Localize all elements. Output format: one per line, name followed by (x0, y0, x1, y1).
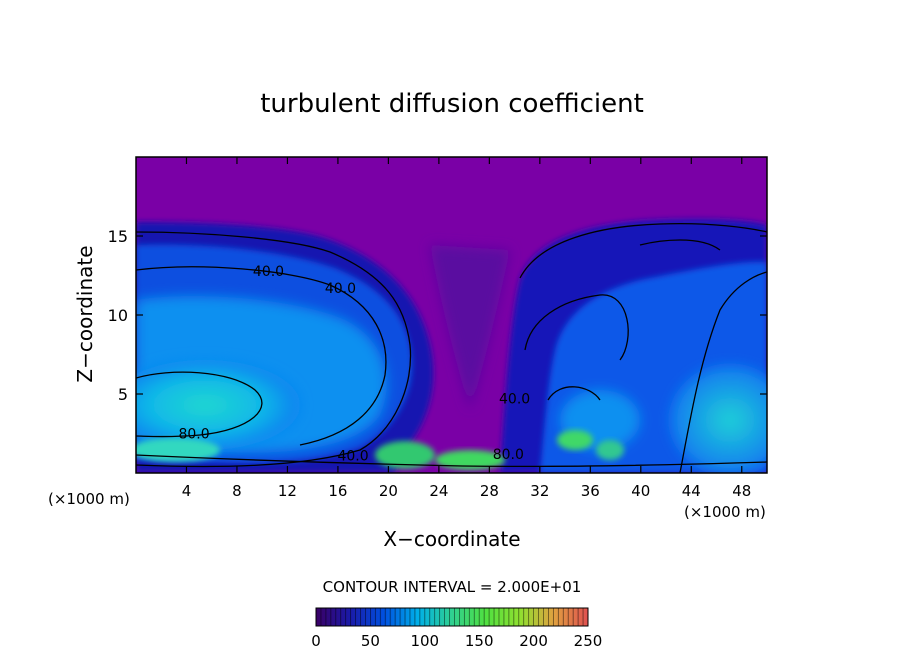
colorbar-tick-label: 0 (311, 632, 321, 650)
x-tick-label: 28 (480, 482, 499, 500)
x-tick-label: 24 (429, 482, 448, 500)
y-axis-label: Z−coordinate (73, 245, 97, 382)
y-tick-label: 10 (108, 306, 128, 325)
x-tick-label: 40 (631, 482, 650, 500)
colorbar-tick-label: 200 (519, 632, 548, 650)
y-tick-label: 15 (108, 227, 128, 246)
y-axis: 5 10 15 (108, 227, 767, 404)
colorbar-tick-label: 150 (465, 632, 494, 650)
contour-label: 80.0 (493, 447, 524, 463)
colorbar-frame (315, 607, 589, 627)
x-tick-label: 12 (278, 482, 297, 500)
colorbar-tick-label: 50 (361, 632, 380, 650)
contour-label: 40.0 (337, 449, 368, 465)
contour-interval-text: CONTOUR INTERVAL = 2.000E+01 (323, 578, 582, 596)
colorbar-tick-label: 100 (410, 632, 439, 650)
y-tick-label: 5 (118, 385, 128, 404)
x-tick-label: 32 (530, 482, 549, 500)
x-unit-left: (×1000 m) (48, 490, 130, 508)
x-tick-label: 36 (581, 482, 600, 500)
x-axis: 4 8 12 16 20 24 28 32 36 40 44 48 (182, 157, 751, 500)
x-tick-label: 20 (379, 482, 398, 500)
contour-label: 40.0 (325, 281, 356, 297)
x-unit-right: (×1000 m) (684, 503, 766, 521)
heatmap-field (136, 157, 767, 473)
x-tick-label: 48 (732, 482, 751, 500)
contour-labels: 40.0 40.0 80.0 40.0 40.0 80.0 (178, 264, 530, 465)
x-tick-label: 8 (232, 482, 242, 500)
contour-lines (136, 222, 767, 473)
chart-title: turbulent diffusion coefficient (260, 89, 644, 119)
colorbar-gradient (316, 608, 588, 626)
contour-label: 40.0 (253, 264, 284, 280)
contour-label: 80.0 (178, 427, 209, 443)
x-tick-label: 16 (328, 482, 347, 500)
colorbar-tick-label: 250 (574, 632, 603, 650)
x-tick-label: 44 (682, 482, 701, 500)
contour-label: 40.0 (499, 392, 530, 408)
x-axis-label: X−coordinate (383, 527, 520, 551)
colorbar: 0 50 100 150 200 250 (311, 607, 603, 650)
x-tick-label: 4 (182, 482, 192, 500)
